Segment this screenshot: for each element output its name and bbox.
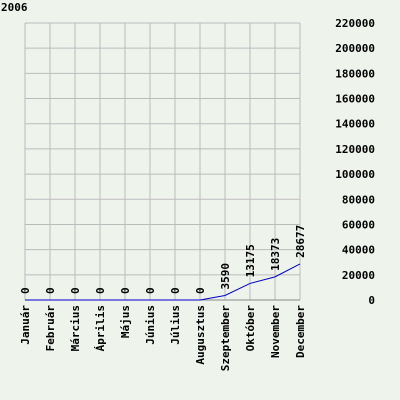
data-label: 0 — [94, 287, 107, 294]
y-tick-label: 160000 — [335, 93, 375, 106]
data-label: 0 — [69, 287, 82, 294]
y-tick-label: 120000 — [335, 143, 375, 156]
x-tick-label: Január — [19, 305, 32, 345]
data-label: 3590 — [219, 263, 232, 290]
x-tick-label: Október — [244, 305, 257, 352]
x-tick-label: Május — [119, 305, 132, 338]
x-tick-label: Június — [144, 305, 157, 345]
data-label: 18373 — [269, 238, 282, 271]
line — [25, 263, 301, 301]
y-tick-label: 200000 — [335, 42, 375, 55]
x-tick-label: Március — [69, 305, 82, 351]
data-label: 0 — [144, 287, 157, 294]
y-tick-label: 220000 — [335, 17, 375, 30]
data-label: 0 — [169, 287, 182, 294]
x-tick-label: Július — [169, 305, 182, 345]
x-tick-label: Február — [44, 305, 57, 352]
x-tick-label: December — [294, 305, 307, 358]
x-tick-label: Április — [94, 305, 107, 351]
x-tick-label: Augusztus — [194, 305, 207, 365]
data-label: 0 — [19, 287, 32, 294]
y-tick-label: 140000 — [335, 118, 375, 131]
data-label: 28677 — [294, 225, 307, 258]
chart-title: 2006 — [1, 1, 28, 14]
y-tick-label: 40000 — [342, 244, 375, 257]
x-tick-label: Szeptember — [219, 305, 232, 372]
y-tick-label: 60000 — [342, 218, 375, 231]
data-label: 0 — [44, 287, 57, 294]
y-tick-label: 0 — [368, 294, 375, 307]
data-label: 13175 — [244, 244, 257, 277]
y-tick-label: 80000 — [342, 193, 375, 206]
x-tick-label: November — [269, 305, 282, 358]
data-label: 0 — [119, 287, 132, 294]
data-label: 0 — [194, 287, 207, 294]
y-tick-label: 20000 — [342, 269, 375, 282]
y-tick-label: 180000 — [335, 67, 375, 80]
y-tick-label: 100000 — [335, 168, 375, 181]
